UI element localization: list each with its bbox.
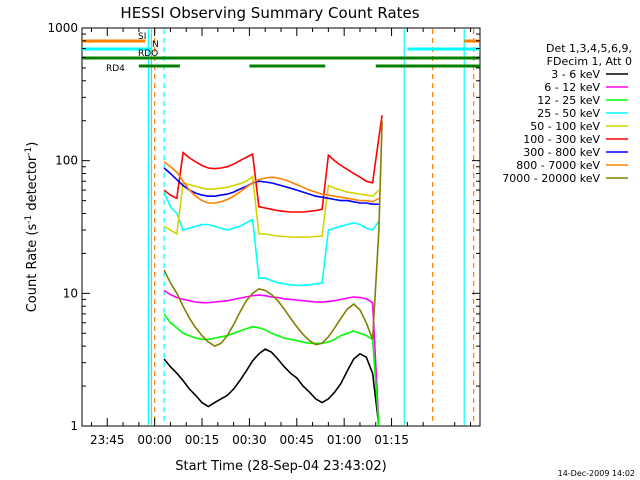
legend-header-1: FDecim 1, Att 0 — [547, 55, 632, 68]
series-line-2 — [163, 313, 380, 427]
y-axis-label: Count Rate (s-1 detector-1) — [24, 142, 40, 313]
legend: Det 1,3,4,5,6,9,FDecim 1, Att 03 - 6 keV… — [502, 42, 632, 185]
y-axis-label-exp1: -1 — [24, 215, 34, 224]
footer-date: 14-Dec-2009 14:02 — [558, 469, 635, 478]
y-axis-label-mid: detector — [25, 155, 40, 215]
series-lines — [163, 115, 383, 427]
y-tick-label-2: 100 — [55, 154, 78, 168]
vertical-markers — [147, 29, 475, 425]
legend-entry-label-2: 12 - 25 keV — [537, 94, 600, 107]
x-tick-label-4: 00:45 — [279, 433, 314, 447]
flag-label-n: N — [152, 40, 159, 50]
legend-entry-label-7: 800 - 7000 keV — [516, 159, 600, 172]
flag-label-si: SI — [138, 32, 146, 42]
x-axis-label: Start Time (28-Sep-04 23:43:02) — [175, 459, 386, 474]
y-tick-label-0: 1 — [70, 419, 78, 433]
x-tick-label-5: 01:00 — [327, 433, 362, 447]
y-axis-label-exp2: -1 — [24, 147, 34, 156]
plot-frame — [81, 27, 481, 427]
y-tick-label-1: 10 — [63, 286, 78, 300]
axes: 1 10 100 1000 23:45 00:00 00:15 00:30 00:45 01:00… — [47, 21, 480, 447]
series-line-7 — [163, 161, 380, 204]
legend-entry-label-4: 50 - 100 keV — [530, 120, 600, 133]
y-tick-label-3: 1000 — [47, 21, 78, 35]
x-tick-label-1: 00:00 — [137, 433, 172, 447]
x-tick-label-0: 23:45 — [90, 433, 125, 447]
series-line-3 — [163, 191, 380, 287]
legend-entry-label-3: 25 - 50 keV — [537, 107, 600, 120]
flag-label-rd4: RD4 — [106, 64, 125, 74]
x-tick-label-3: 00:30 — [232, 433, 267, 447]
series-line-0 — [163, 348, 380, 427]
series-line-5 — [163, 115, 383, 213]
flag-label-rdo: RDO — [138, 49, 158, 59]
legend-entry-label-6: 300 - 800 keV — [523, 146, 600, 159]
chart-title: HESSI Observing Summary Count Rates — [120, 4, 419, 22]
legend-header-0: Det 1,3,4,5,6,9, — [546, 42, 632, 55]
svg-text:Count Rate (s-1 detector-1): Count Rate (s-1 detector-1) — [24, 142, 40, 313]
series-line-1 — [163, 289, 380, 427]
legend-entry-label-1: 6 - 12 keV — [544, 81, 600, 94]
legend-entry-label-8: 7000 - 20000 keV — [502, 172, 600, 185]
series-line-4 — [163, 175, 380, 238]
y-axis-label-end: ) — [25, 142, 40, 147]
legend-entry-label-0: 3 - 6 keV — [551, 68, 600, 81]
x-tick-label-6: 01:15 — [374, 433, 409, 447]
legend-entry-label-5: 100 - 300 keV — [523, 133, 600, 146]
y-axis-label-base: Count Rate (s — [25, 224, 40, 313]
series-line-6 — [163, 167, 379, 205]
x-tick-label-2: 00:15 — [185, 433, 220, 447]
series-line-8 — [163, 120, 383, 348]
